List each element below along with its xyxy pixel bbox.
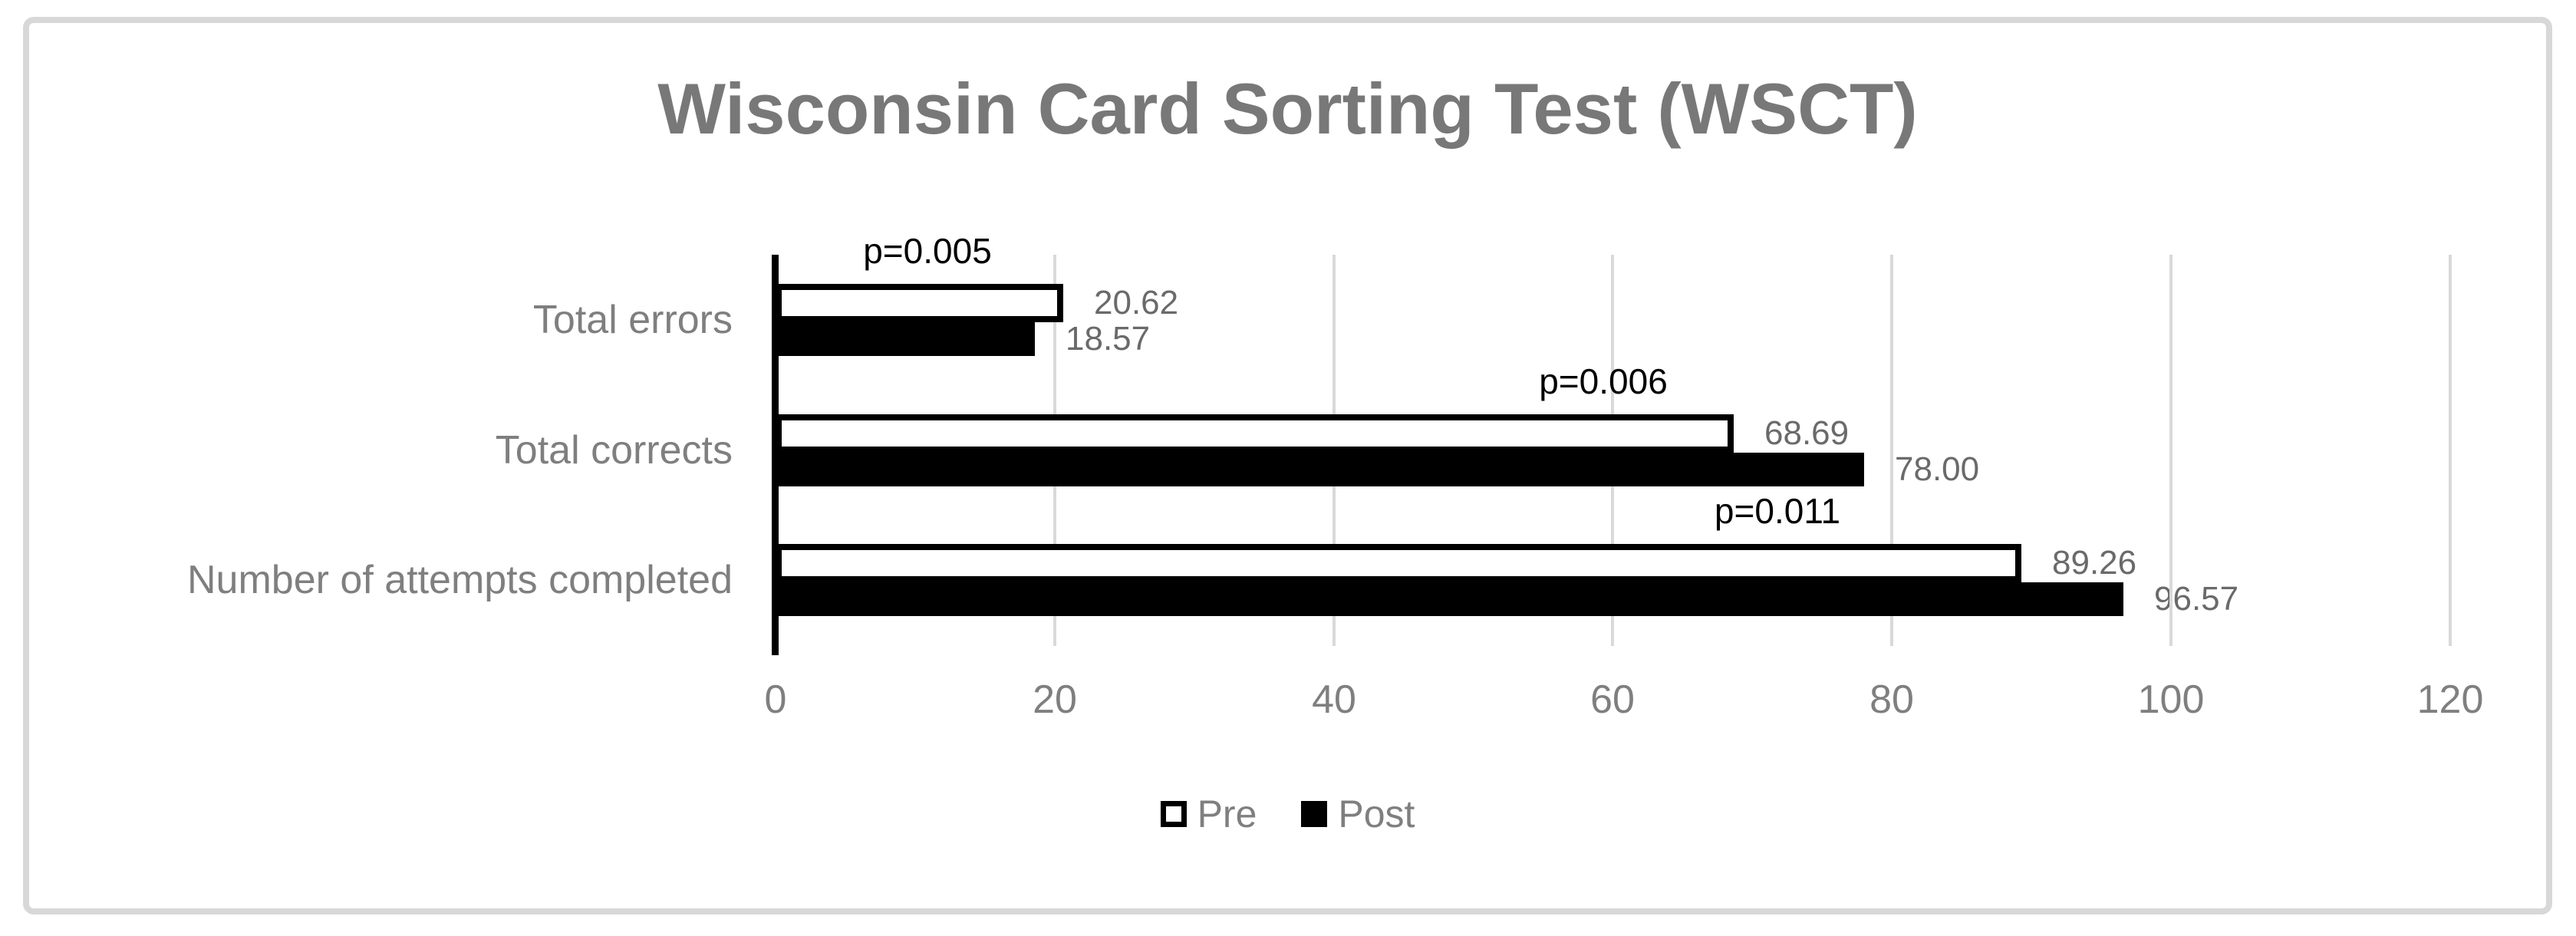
legend-item-pre: Pre <box>1160 792 1257 836</box>
legend-label-pre: Pre <box>1197 793 1257 835</box>
p-value-annotation: p=0.011 <box>1714 491 1841 531</box>
p-value-annotation: p=0.005 <box>863 231 992 271</box>
x-tick-label: 20 <box>1033 677 1077 722</box>
category-label: Total errors <box>532 298 733 342</box>
gridline <box>2449 255 2452 646</box>
legend-item-post: Post <box>1301 792 1415 836</box>
chart-title: Wisconsin Card Sorting Test (WSCT) <box>657 68 1918 149</box>
gridline <box>1890 255 1893 646</box>
bar-post <box>776 453 1864 486</box>
x-tick-label: 80 <box>1869 677 1914 722</box>
gridline <box>2169 255 2172 646</box>
value-label-pre: 89.26 <box>2052 544 2137 582</box>
value-label-pre: 68.69 <box>1764 414 1850 452</box>
legend-label-post: Post <box>1338 793 1415 835</box>
bar-post <box>776 322 1035 356</box>
x-tick-label: 60 <box>1590 677 1635 722</box>
x-tick-label: 40 <box>1312 677 1356 722</box>
category-label: Number of attempts completed <box>187 558 733 602</box>
bar-pre <box>776 284 1063 322</box>
bar-pre <box>776 414 1734 453</box>
x-tick-label: 100 <box>2137 677 2205 722</box>
x-tick-label: 0 <box>764 677 787 722</box>
value-label-post: 18.57 <box>1066 320 1151 358</box>
category-label: Total corrects <box>495 428 733 473</box>
p-value-annotation: p=0.006 <box>1539 361 1668 401</box>
legend-swatch-pre <box>1160 801 1187 827</box>
legend: Pre Post <box>23 792 2552 836</box>
value-label-post: 96.57 <box>2154 580 2239 618</box>
y-axis-line <box>772 255 779 655</box>
value-label-post: 78.00 <box>1895 450 1980 488</box>
x-tick-label: 120 <box>2416 677 2484 722</box>
legend-swatch-post <box>1301 801 1328 827</box>
bar-pre <box>776 544 2021 582</box>
value-label-pre: 20.62 <box>1094 284 1179 321</box>
bar-post <box>776 582 2123 616</box>
